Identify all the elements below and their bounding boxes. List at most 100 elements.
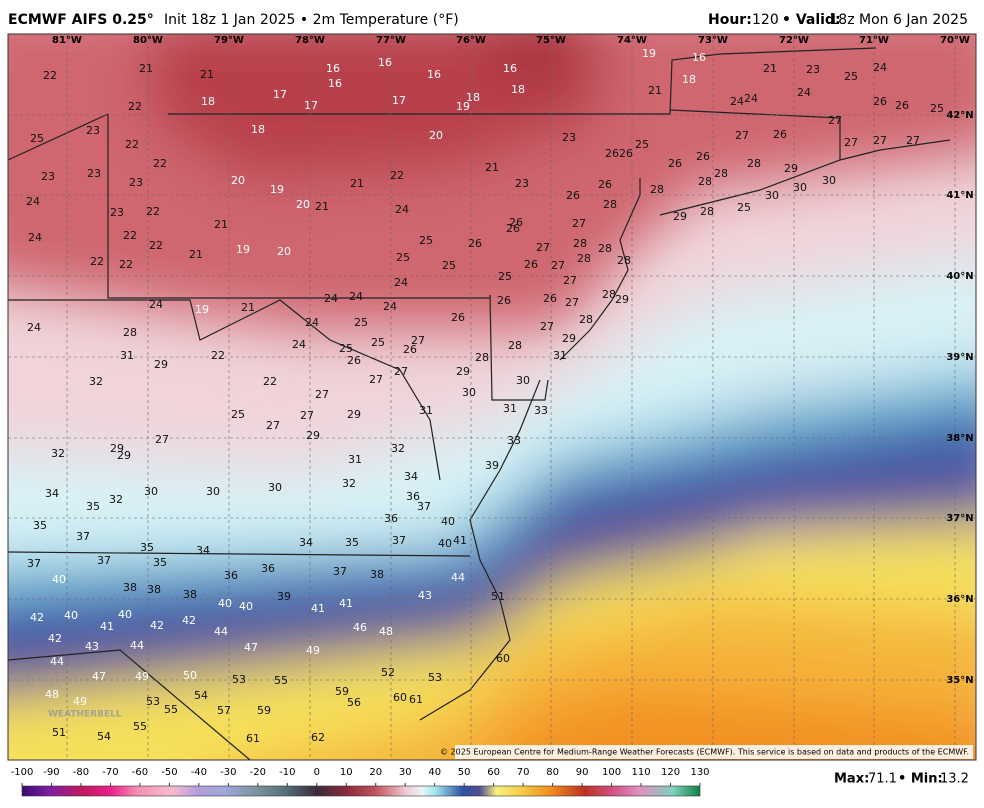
attribution-bg <box>455 745 973 759</box>
temperature-label: 30 <box>462 386 476 399</box>
temperature-label: 26 <box>468 237 482 250</box>
temperature-label: 24 <box>395 203 409 216</box>
temperature-label: 29 <box>154 358 168 371</box>
temperature-label: 35 <box>153 556 167 569</box>
max-label: Max: <box>834 772 869 787</box>
temperature-label: 25 <box>442 259 456 272</box>
temperature-label: 35 <box>140 541 154 554</box>
temperature-label: 18 <box>511 83 525 96</box>
temperature-label: 17 <box>392 94 406 107</box>
temperature-label: 26 <box>506 222 520 235</box>
graticule <box>8 34 976 760</box>
temperature-label: 60 <box>496 652 510 665</box>
temperature-label: 28 <box>475 351 489 364</box>
colorbar-tick-label: 50 <box>458 767 471 778</box>
temperature-label: 28 <box>617 254 631 267</box>
temperature-label: 27 <box>155 433 169 446</box>
temperature-label: 61 <box>246 732 260 745</box>
temperature-label: 19 <box>195 303 209 316</box>
longitude-label: 81°W <box>52 35 82 46</box>
temperature-label: 27 <box>540 320 554 333</box>
temperature-label: 19 <box>236 243 250 256</box>
temperature-label: 57 <box>217 704 231 717</box>
temperature-label: 24 <box>27 321 41 334</box>
temperature-label: 25 <box>371 336 385 349</box>
temperature-label: 21 <box>763 62 777 75</box>
temperature-label: 20 <box>296 198 310 211</box>
temperature-label: 22 <box>211 349 225 362</box>
temperature-label: 19 <box>270 183 284 196</box>
latitude-label: 36°N <box>946 594 973 605</box>
temperature-label: 51 <box>52 726 66 739</box>
longitude-label: 75°W <box>536 35 566 46</box>
temperature-label: 31 <box>503 402 517 415</box>
temperature-label: 16 <box>328 77 342 90</box>
temperature-label: 32 <box>109 493 123 506</box>
temperature-label: 40 <box>441 515 455 528</box>
temperature-label: 18 <box>201 95 215 108</box>
temperature-label: 26 <box>873 95 887 108</box>
temperature-label: 34 <box>404 470 418 483</box>
temperature-label: 40 <box>218 597 232 610</box>
temperature-label: 25 <box>737 201 751 214</box>
temperature-label: 26 <box>566 189 580 202</box>
temperature-label: 26 <box>497 294 511 307</box>
longitude-label: 70°W <box>940 35 970 46</box>
temperature-label: 41 <box>339 597 353 610</box>
temperature-label: 17 <box>304 99 318 112</box>
temperature-label: 26 <box>509 216 523 229</box>
temperature-label: 28 <box>698 175 712 188</box>
temperature-label: 22 <box>128 100 142 113</box>
valid-label: • Valid: <box>782 12 841 28</box>
temperature-label: 27 <box>315 388 329 401</box>
temperature-label: 47 <box>92 670 106 683</box>
colorbar-tick-label: 80 <box>546 767 559 778</box>
temperature-label: 24 <box>744 92 758 105</box>
temperature-label: 22 <box>123 229 137 242</box>
temperature-label: 26 <box>347 354 361 367</box>
temperature-label: 25 <box>498 270 512 283</box>
temperature-label: 28 <box>598 242 612 255</box>
temperature-label: 27 <box>266 419 280 432</box>
temperature-label: 34 <box>196 544 210 557</box>
latitude-label: 41°N <box>946 190 973 201</box>
temperature-label: 28 <box>714 167 728 180</box>
temperature-label: 49 <box>73 695 87 708</box>
colorbar-tick-label: -60 <box>132 767 148 778</box>
temperature-label: 48 <box>45 688 59 701</box>
temperature-label: 26 <box>773 128 787 141</box>
temperature-label: 40 <box>438 537 452 550</box>
temperature-label: 25 <box>231 408 245 421</box>
temperature-label: 24 <box>28 231 42 244</box>
temperature-label: 26 <box>895 99 909 112</box>
temperature-label: 26 <box>598 178 612 191</box>
temperature-label: 22 <box>149 239 163 252</box>
temperature-label: 18 <box>682 73 696 86</box>
temperature-label: 51 <box>491 590 505 603</box>
latitude-label: 35°N <box>946 675 973 686</box>
temperature-label: 27 <box>735 129 749 142</box>
temperature-label: 22 <box>146 205 160 218</box>
temperature-label: 21 <box>189 248 203 261</box>
colorbar <box>21 785 701 797</box>
temperature-label: 55 <box>274 674 288 687</box>
longitude-label: 74°W <box>617 35 647 46</box>
temperature-label: 38 <box>183 588 197 601</box>
temperature-label: 46 <box>353 621 367 634</box>
temperature-label: 53 <box>232 673 246 686</box>
temperature-label: 17 <box>273 88 287 101</box>
temperature-label: 30 <box>144 485 158 498</box>
temperature-label: 25 <box>30 132 44 145</box>
temperature-label: 23 <box>110 206 124 219</box>
temperature-label: 24 <box>730 95 744 108</box>
temperature-label: 30 <box>793 181 807 194</box>
temperature-label: 44 <box>50 655 64 668</box>
temperature-label: 47 <box>244 641 258 654</box>
temperature-label: 32 <box>51 447 65 460</box>
longitude-label: 80°W <box>133 35 163 46</box>
temperature-label: 34 <box>299 536 313 549</box>
temperature-label: 30 <box>268 481 282 494</box>
longitude-label: 79°W <box>214 35 244 46</box>
temperature-label: 21 <box>485 161 499 174</box>
latitude-label: 38°N <box>946 433 973 444</box>
